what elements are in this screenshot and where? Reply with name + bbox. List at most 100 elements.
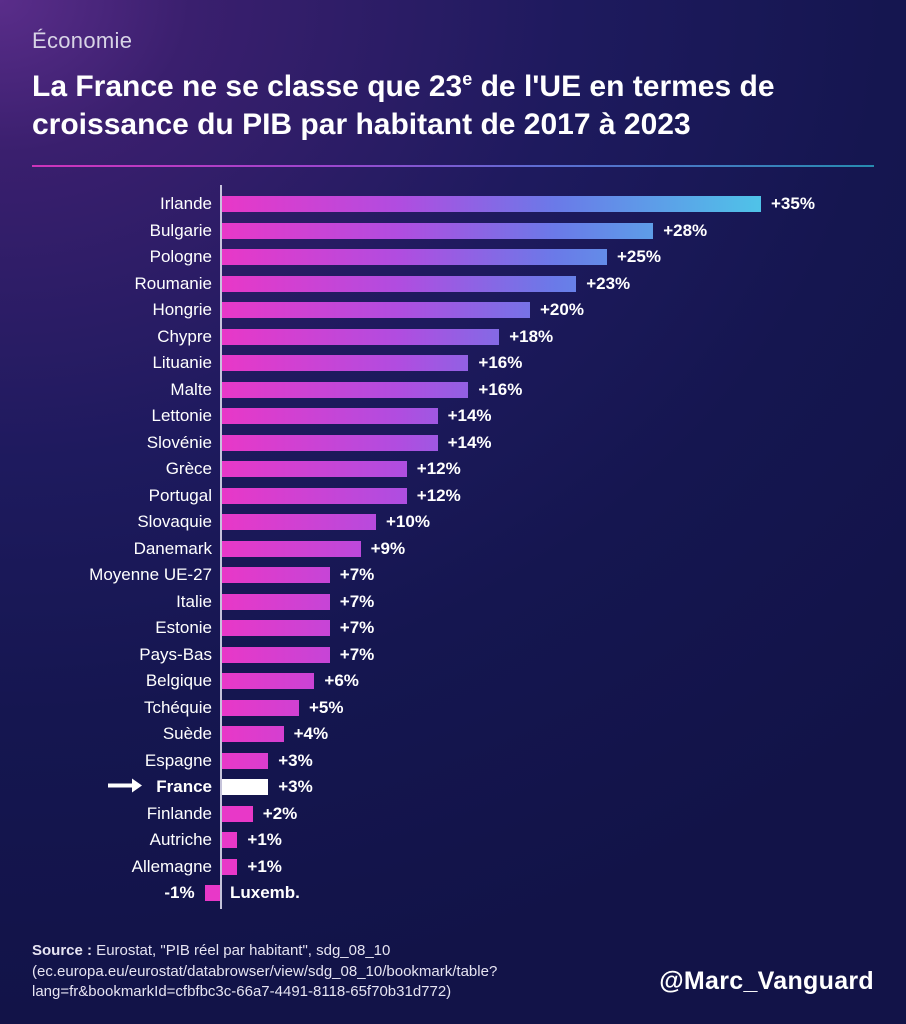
chart-row: Suède+4%	[32, 721, 874, 748]
bar	[222, 329, 499, 345]
bar	[222, 541, 361, 557]
bar	[222, 859, 237, 875]
value-label: +16%	[478, 380, 522, 400]
row-label: Tchéquie	[32, 698, 212, 718]
value-label: +3%	[278, 777, 313, 797]
value-label: +9%	[371, 539, 406, 559]
bar	[222, 567, 330, 583]
highlight-arrow-icon	[32, 776, 142, 799]
value-label: +25%	[617, 247, 661, 267]
source-label: Source :	[32, 942, 92, 959]
chart-row: Tchéquie +5%	[32, 694, 874, 721]
bar	[222, 514, 376, 530]
row-label: Allemagne	[32, 857, 212, 877]
chart-row: Hongrie +20%	[32, 297, 874, 324]
chart-row: Belgique +6%	[32, 668, 874, 695]
row-label: Bulgarie	[32, 221, 212, 241]
row-label: Belgique	[32, 671, 212, 691]
row-label: Lituanie	[32, 353, 212, 373]
row-label: Slovaquie	[32, 512, 212, 532]
chart-row: Allemagne +1%	[32, 853, 874, 880]
chart-row: Slovénie +14%	[32, 429, 874, 456]
row-label: Danemark	[32, 539, 212, 559]
bar	[222, 647, 330, 663]
bar	[222, 382, 468, 398]
row-label: Espagne	[32, 751, 212, 771]
value-label: +5%	[309, 698, 344, 718]
value-label: +10%	[386, 512, 430, 532]
source-citation: Source : Eurostat, "PIB réel par habitan…	[32, 941, 672, 1002]
chart-row: Pologne +25%	[32, 244, 874, 271]
bar	[222, 673, 314, 689]
value-label: +7%	[340, 592, 375, 612]
row-label: Chypre	[32, 327, 212, 347]
row-label: Italie	[32, 592, 212, 612]
bar	[222, 461, 407, 477]
bar	[222, 302, 530, 318]
chart-title: La France ne se classe que 23e de l'UE e…	[32, 68, 874, 145]
row-label: Hongrie	[32, 300, 212, 320]
chart-row: Portugal+12%	[32, 482, 874, 509]
value-label: +4%	[294, 724, 329, 744]
source-text: Eurostat, "PIB réel par habitant", sdg_0…	[32, 942, 497, 1000]
value-label: +2%	[263, 804, 298, 824]
chart-row: Estonie +7%	[32, 615, 874, 642]
bar	[222, 753, 268, 769]
bar	[222, 408, 438, 424]
value-label: +16%	[478, 353, 522, 373]
row-label: Irlande	[32, 194, 212, 214]
value-label: +20%	[540, 300, 584, 320]
chart-row: Irlande +35%	[32, 191, 874, 218]
row-label: Autriche	[32, 830, 212, 850]
bar	[222, 435, 438, 451]
chart-row: Moyenne UE-27 +7%	[32, 562, 874, 589]
value-label: +28%	[663, 221, 707, 241]
value-label: +1%	[247, 857, 282, 877]
title-divider	[32, 165, 874, 167]
row-label: Moyenne UE-27	[32, 565, 212, 585]
chart-row: Grèce +12%	[32, 456, 874, 483]
chart-row: Malte +16%	[32, 376, 874, 403]
row-label: Pologne	[32, 247, 212, 267]
chart-row: Chypre+18%	[32, 323, 874, 350]
bar	[222, 726, 284, 742]
chart-row: Finlande +2%	[32, 800, 874, 827]
bar	[222, 276, 576, 292]
bar	[222, 594, 330, 610]
value-label: +7%	[340, 618, 375, 638]
bar	[222, 249, 607, 265]
bar	[222, 196, 761, 212]
chart-row: Slovaquie +10%	[32, 509, 874, 536]
row-label: Slovénie	[32, 433, 212, 453]
value-label: +14%	[448, 433, 492, 453]
bar	[222, 806, 253, 822]
bar	[222, 779, 268, 795]
value-label: +23%	[586, 274, 630, 294]
value-label: +12%	[417, 486, 461, 506]
row-label: Finlande	[32, 804, 212, 824]
value-label: +12%	[417, 459, 461, 479]
bar	[222, 488, 407, 504]
chart-row: Lituanie +16%	[32, 350, 874, 377]
row-label: Pays-Bas	[32, 645, 212, 665]
row-label: Luxemb.	[230, 883, 300, 903]
value-label: +1%	[247, 830, 282, 850]
bar	[222, 832, 237, 848]
row-label: Grèce	[32, 459, 212, 479]
value-label: +3%	[278, 751, 313, 771]
value-label: +7%	[340, 565, 375, 585]
value-label: +6%	[324, 671, 359, 691]
category-label: Économie	[32, 28, 874, 54]
value-label: +35%	[771, 194, 815, 214]
bar	[222, 700, 299, 716]
value-label: +7%	[340, 645, 375, 665]
bar-chart: Irlande +35% Bulgarie +28% Pologne +25% Rouman…	[32, 185, 874, 909]
chart-row: Autriche +1%	[32, 827, 874, 854]
row-label: Estonie	[32, 618, 212, 638]
bar	[205, 885, 220, 901]
chart-row: Bulgarie +28%	[32, 217, 874, 244]
row-label: Lettonie	[32, 406, 212, 426]
row-label: Malte	[32, 380, 212, 400]
row-label: Roumanie	[32, 274, 212, 294]
chart-row: Espagne +3%	[32, 747, 874, 774]
